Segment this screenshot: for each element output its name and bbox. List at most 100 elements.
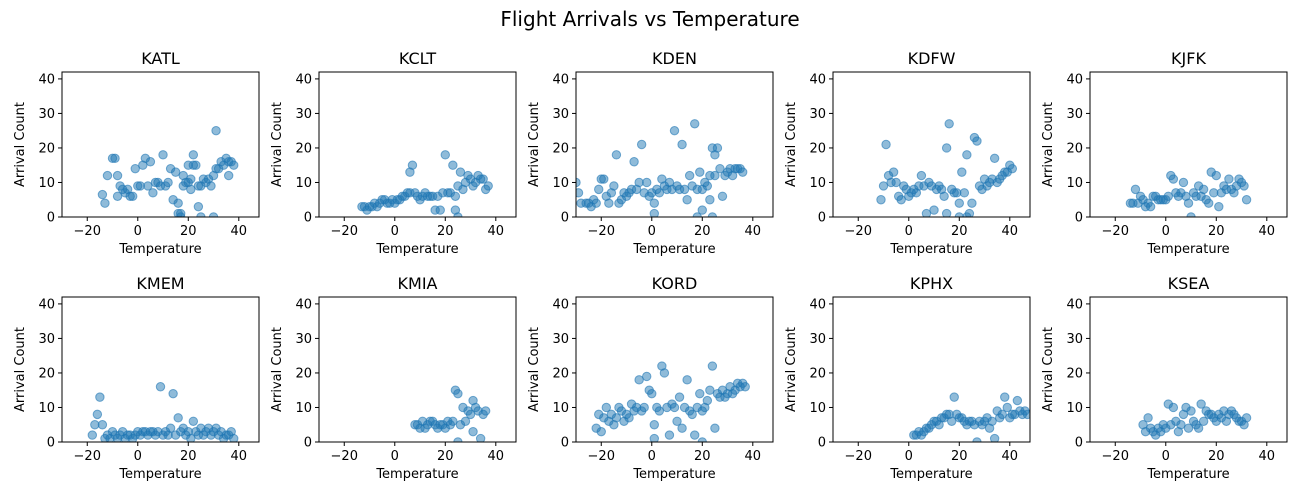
- data-point: [440, 150, 450, 160]
- data-point: [1012, 395, 1023, 406]
- y-tick-label: 30: [552, 332, 569, 347]
- scatter-points: [909, 392, 1030, 442]
- data-point: [130, 163, 140, 174]
- axes-frame: [61, 71, 260, 218]
- y-tick-label: 0: [818, 436, 826, 451]
- data-point: [206, 181, 216, 191]
- data-point: [468, 426, 478, 437]
- data-point: [677, 139, 687, 150]
- subplot-kphx: −20 0 20 40 0 10 20 30 40 KPHX Temperature Arrival …: [784, 274, 1031, 482]
- data-point: [435, 205, 445, 215]
- data-point: [954, 212, 964, 217]
- data-point: [1183, 423, 1194, 433]
- y-tick-label: 20: [552, 141, 569, 156]
- data-point: [687, 409, 697, 420]
- x-tick-label: −20: [588, 224, 615, 239]
- data-point: [669, 402, 680, 413]
- data-point: [155, 382, 166, 392]
- x-tick-label: 0: [905, 224, 913, 239]
- data-point: [878, 181, 889, 191]
- data-point: [1130, 184, 1141, 195]
- axes-frame: [575, 71, 774, 218]
- subplot-kjfk: −20 0 20 40 0 10 20 30 40 KJFK Temperature Arrival …: [1041, 49, 1288, 257]
- data-point: [609, 181, 619, 191]
- x-axis-label: Temperature: [632, 467, 715, 482]
- x-tick-label: 20: [1208, 224, 1225, 239]
- subplot-title: KATL: [141, 49, 180, 68]
- data-point: [989, 433, 1000, 442]
- data-point: [972, 136, 982, 146]
- data-point: [97, 189, 108, 200]
- data-point: [947, 416, 957, 426]
- x-tick-label: 40: [488, 449, 505, 464]
- x-axis-label: Temperature: [118, 467, 201, 482]
- data-point: [690, 119, 700, 129]
- data-point: [407, 160, 418, 170]
- data-point: [1241, 195, 1252, 205]
- data-point: [1186, 212, 1196, 217]
- data-point: [483, 181, 493, 191]
- data-point: [168, 388, 178, 399]
- axes-frame: [61, 296, 260, 443]
- data-point: [163, 177, 173, 188]
- x-axis-label: Temperature: [375, 467, 458, 482]
- y-tick-label: 0: [561, 436, 569, 451]
- x-tick-label: −20: [331, 224, 358, 239]
- data-point: [576, 177, 581, 188]
- data-point: [642, 371, 652, 382]
- data-point: [601, 402, 612, 413]
- data-point: [697, 205, 707, 215]
- x-axis-label: Temperature: [889, 242, 972, 257]
- x-tick-label: 20: [180, 449, 197, 464]
- x-tick-label: 0: [905, 449, 913, 464]
- y-axis-label: Arrival Count: [784, 102, 799, 187]
- data-point: [916, 170, 927, 181]
- data-point: [87, 430, 98, 440]
- x-tick-label: 20: [437, 224, 454, 239]
- data-point: [989, 153, 1000, 164]
- y-tick-label: 10: [295, 401, 312, 416]
- data-point: [949, 392, 959, 402]
- y-axis-label: Arrival Count: [784, 327, 799, 412]
- data-point: [460, 416, 471, 426]
- data-point: [997, 409, 1007, 420]
- subplot-kdfw: −20 0 20 40 0 10 20 30 40 KDFW Temperature Arrival …: [784, 49, 1031, 257]
- x-tick-label: 0: [391, 449, 399, 464]
- x-tick-label: 20: [694, 449, 711, 464]
- y-tick-label: 40: [295, 297, 312, 312]
- figure-title: Flight Arrivals vs Temperature: [500, 7, 799, 31]
- data-point: [229, 160, 239, 170]
- data-point: [1196, 399, 1206, 409]
- data-point: [1224, 174, 1234, 184]
- data-point: [888, 167, 899, 177]
- data-point: [967, 198, 977, 208]
- data-point: [229, 433, 239, 442]
- x-tick-label: 40: [745, 449, 762, 464]
- data-point: [1176, 420, 1186, 430]
- data-point: [599, 174, 609, 184]
- data-point: [186, 433, 196, 442]
- y-tick-label: 20: [38, 366, 55, 381]
- data-point: [921, 208, 932, 217]
- data-point: [1214, 201, 1224, 212]
- scatter-points: [1138, 399, 1252, 440]
- data-point: [682, 375, 692, 385]
- data-point: [128, 191, 138, 201]
- x-tick-label: −20: [74, 224, 101, 239]
- y-tick-label: 20: [295, 366, 312, 381]
- x-tick-label: 0: [1162, 224, 1170, 239]
- data-point: [450, 191, 461, 201]
- data-point: [881, 139, 891, 150]
- data-point: [453, 212, 463, 217]
- x-axis-label: Temperature: [889, 467, 972, 482]
- y-tick-label: 30: [1066, 332, 1083, 347]
- data-point: [173, 198, 183, 208]
- x-tick-label: 20: [694, 224, 711, 239]
- data-point: [448, 160, 458, 170]
- y-tick-label: 20: [552, 366, 569, 381]
- data-point: [649, 208, 659, 217]
- subplot-title: KORD: [652, 274, 698, 293]
- data-point: [1198, 184, 1209, 195]
